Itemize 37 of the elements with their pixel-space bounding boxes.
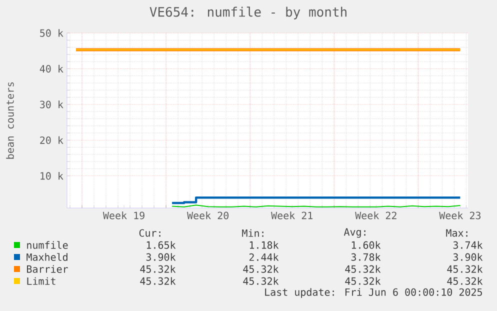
text: 3.90k	[146, 253, 176, 261]
text: 2.44k	[249, 253, 279, 261]
y-tick-label: 30 k	[40, 100, 64, 108]
legend-label: Limit	[27, 277, 56, 285]
text: 3.90k	[453, 253, 483, 261]
y-tick-label: 10 k	[40, 172, 64, 180]
legend-label: Maxheld	[26, 253, 68, 261]
text: Avg:	[344, 228, 366, 238]
x-tick-label: Week 23	[439, 212, 481, 220]
y-tick-label: 20 k	[40, 136, 64, 144]
text: Cur:	[139, 229, 160, 237]
text: Min:	[242, 229, 264, 237]
x-tick-label: Week 22	[355, 212, 396, 220]
text: 45.32k	[345, 265, 381, 273]
text: 45.32k	[447, 277, 483, 285]
text: 3.78k	[351, 253, 381, 261]
legend-label: Barrier	[27, 265, 68, 273]
x-tick-label: Week 21	[271, 212, 313, 220]
y-tick-label: 50 k	[40, 29, 64, 37]
text: 45.32k	[243, 277, 279, 285]
legend-label: numfile	[27, 241, 68, 249]
text: Max:	[446, 229, 468, 237]
text: 1.60k	[352, 241, 381, 249]
text: 3.74k	[453, 241, 483, 249]
text: 45.32k	[140, 265, 176, 273]
text: 1.18k	[250, 241, 279, 249]
text: 45.32k	[447, 265, 483, 273]
x-tick-label: Week 19	[102, 212, 144, 220]
chart-title: VE654: numfile - by month	[150, 6, 346, 20]
text: 1.65k	[146, 241, 176, 249]
text: Last update: Fri Jun 6 00:00:10 2025	[265, 288, 482, 298]
x-tick-label: Week 20	[187, 212, 228, 220]
text: 45.32k	[243, 265, 279, 273]
text: 45.32k	[140, 277, 176, 285]
y-tick-label: 40 k	[40, 64, 64, 73]
text: 45.32k	[345, 277, 381, 285]
y-axis-title: bean counters	[6, 82, 14, 159]
